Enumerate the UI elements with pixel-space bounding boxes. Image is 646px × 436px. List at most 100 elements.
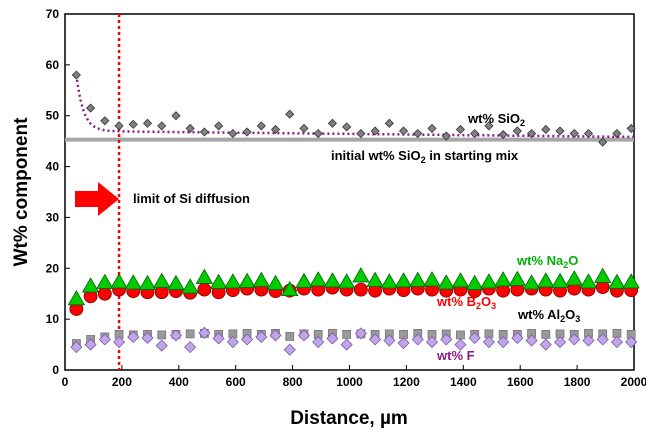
sio2-point [100, 116, 110, 126]
f-point [255, 330, 268, 344]
na2o-point [224, 273, 242, 289]
na2o-point [124, 274, 142, 290]
sio2-point [313, 128, 323, 139]
sio2-point [598, 137, 608, 147]
f-point [369, 333, 382, 346]
sio2-point [413, 128, 423, 139]
f-point [297, 329, 311, 342]
y-tick-label: 40 [46, 160, 60, 174]
na2o-point [309, 271, 327, 287]
x-tick-label: 200 [112, 375, 132, 389]
limit-label: limit of Si diffusion [133, 191, 250, 206]
sio2-point [128, 119, 138, 129]
na2o-point [323, 272, 342, 288]
limit-arrow [75, 182, 119, 216]
f-point [312, 335, 325, 349]
sio2-point [398, 126, 409, 136]
f-point [70, 341, 83, 354]
f-point [269, 329, 282, 342]
f-point [84, 338, 97, 351]
f-point [482, 335, 495, 349]
f-point [112, 335, 126, 349]
na2o-point [608, 273, 626, 289]
na2o-point [551, 272, 569, 288]
initial-sio2-label: initial wt% SiO2 in starting mix [331, 148, 519, 165]
x-tick-label: 800 [283, 375, 303, 389]
na2o-point [465, 274, 484, 290]
f-point [340, 338, 353, 351]
na2o-point [153, 272, 171, 288]
na2o-point [508, 270, 527, 286]
na2o-point [522, 274, 541, 290]
f-point [625, 335, 638, 349]
sio2-point [498, 129, 508, 140]
al2o3-point [342, 329, 352, 339]
f-point [511, 331, 524, 345]
na2o-point [622, 273, 640, 289]
f-point [497, 335, 510, 349]
na2o-series-label: wt% Na2O [516, 253, 578, 270]
x-tick-label: 1400 [450, 375, 477, 389]
na2o-point [81, 277, 100, 293]
al2o3-point [157, 330, 167, 340]
na2o-point [138, 274, 157, 290]
x-tick-label: 400 [169, 375, 189, 389]
na2o-point [167, 274, 185, 290]
na2o-point [451, 272, 470, 288]
y-tick-label: 0 [52, 363, 59, 377]
na2o-point [110, 273, 128, 289]
sio2-point [86, 103, 96, 113]
sio2-point [185, 123, 195, 133]
f-point [169, 329, 183, 342]
na2o-point [565, 270, 583, 286]
x-tick-label: 1800 [564, 375, 591, 389]
sio2-fit-curve [75, 74, 634, 139]
f-point [525, 334, 538, 347]
f-point [212, 332, 225, 345]
sio2-point [427, 123, 437, 133]
sio2-point [114, 121, 124, 131]
b2o3-point [353, 282, 368, 297]
f-point [553, 335, 567, 349]
sio2-point [285, 109, 295, 119]
al2o3-point [541, 329, 551, 339]
na2o-point [67, 289, 86, 306]
sio2-point [171, 111, 181, 121]
sio2-point [71, 70, 81, 80]
f-point [141, 331, 154, 345]
f-point [568, 333, 581, 346]
b2o3-point [197, 282, 212, 297]
sio2-point [555, 126, 565, 136]
y-tick-label: 20 [46, 261, 60, 275]
na2o-point [195, 268, 214, 284]
na2o-point [352, 267, 370, 283]
sio2-point [270, 124, 281, 135]
na2o-point [252, 271, 270, 287]
na2o-point [366, 271, 384, 287]
f-point [155, 339, 168, 352]
na2o-point [96, 273, 114, 289]
y-axis-title: Wt% component [11, 117, 32, 266]
f-point [226, 335, 239, 349]
sio2-point [527, 128, 537, 139]
al2o3-point [285, 332, 295, 341]
x-tick-label: 600 [226, 375, 246, 389]
sio2-point [569, 128, 579, 139]
f-point [454, 338, 467, 351]
na2o-point [409, 271, 427, 287]
sio2-point [256, 121, 266, 131]
x-tick-label: 1200 [393, 375, 420, 389]
sio2-point [626, 123, 636, 133]
na2o-point [337, 273, 356, 289]
f-point [241, 333, 254, 346]
y-tick-label: 30 [46, 210, 60, 224]
f-point [383, 334, 396, 347]
sio2-point [142, 118, 153, 128]
x-tick-label: 2000 [621, 375, 646, 389]
sio2-point [342, 122, 352, 132]
al2o3-point [185, 329, 195, 339]
sio2-point [327, 118, 337, 128]
f-point [610, 335, 623, 349]
f-series-label: wt% F [436, 348, 475, 363]
sio2-point [356, 128, 366, 139]
